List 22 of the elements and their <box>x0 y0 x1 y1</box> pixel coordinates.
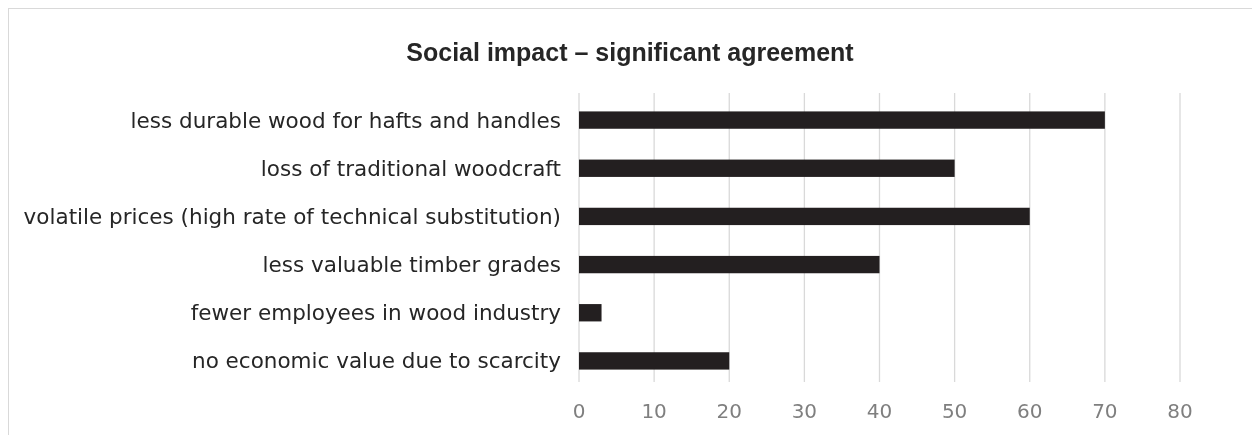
bar <box>579 255 880 274</box>
y-tick-label: no economic value due to scarcity <box>192 348 562 374</box>
bar <box>579 207 1030 226</box>
y-tick-label: fewer employees in wood industry <box>190 300 562 326</box>
chart-title: Social impact – significant agreement <box>406 38 855 66</box>
x-tick-label: 80 <box>1167 399 1193 423</box>
x-tick-label: 40 <box>866 399 893 423</box>
bar <box>579 159 955 177</box>
bar <box>579 111 1105 129</box>
x-tick-label: 50 <box>941 399 968 423</box>
y-tick-label: less durable wood for hafts and handles <box>130 107 561 133</box>
x-tick-label: 60 <box>1017 399 1043 423</box>
y-tick-label: volatile prices (high rate of technical substitution) <box>23 203 561 229</box>
bar <box>579 304 602 322</box>
y-tick-label: less valuable timber grades <box>262 252 561 278</box>
x-tick-label: 70 <box>1092 399 1118 423</box>
bar <box>579 352 730 370</box>
x-tick-label: 20 <box>716 399 742 423</box>
y-tick-label: loss of traditional woodcraft <box>260 155 561 181</box>
x-tick-label: 0 <box>572 399 586 423</box>
x-tick-label: 10 <box>641 399 667 423</box>
x-tick-label: 30 <box>791 399 818 423</box>
